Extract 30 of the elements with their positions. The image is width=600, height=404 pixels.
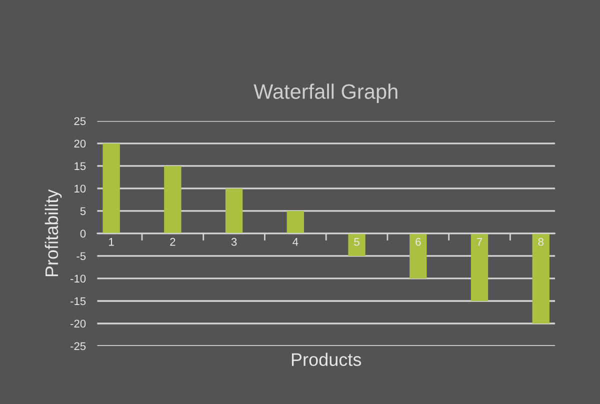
y-tick-label: 20 — [74, 140, 86, 148]
bar — [225, 188, 243, 234]
y-tick-label: -20 — [70, 320, 86, 328]
y-tick-label: -5 — [76, 252, 86, 260]
y-tick-label: 25 — [74, 117, 86, 126]
bar — [286, 210, 304, 234]
y-axis-title: Profitability — [44, 189, 62, 276]
x-tick-label: 7 — [477, 238, 482, 246]
bar — [410, 233, 427, 278]
bar — [102, 143, 120, 234]
bar — [532, 233, 550, 324]
y-tick-label: -10 — [70, 274, 86, 283]
x-tick-label: 3 — [231, 238, 237, 246]
y-tick-label: 0 — [80, 230, 86, 238]
x-tick-label: 5 — [354, 238, 360, 246]
x-tick-label: 2 — [170, 238, 176, 246]
y-tick-label: 10 — [74, 184, 86, 193]
y-tick-label: 15 — [74, 162, 86, 170]
bar — [348, 233, 366, 256]
y-tick-label: -15 — [70, 297, 86, 306]
x-tick-label: 8 — [538, 238, 544, 246]
y-tick-label: -25 — [70, 342, 86, 350]
bar — [164, 166, 182, 234]
x-axis-title: Products — [292, 352, 362, 366]
bar — [470, 233, 488, 301]
chart-title: Waterfall Graph — [254, 84, 398, 104]
y-tick-label: 5 — [80, 207, 86, 216]
x-tick-label: 4 — [292, 238, 298, 246]
x-tick-label: 1 — [109, 238, 114, 246]
x-tick-label: 6 — [416, 238, 421, 246]
